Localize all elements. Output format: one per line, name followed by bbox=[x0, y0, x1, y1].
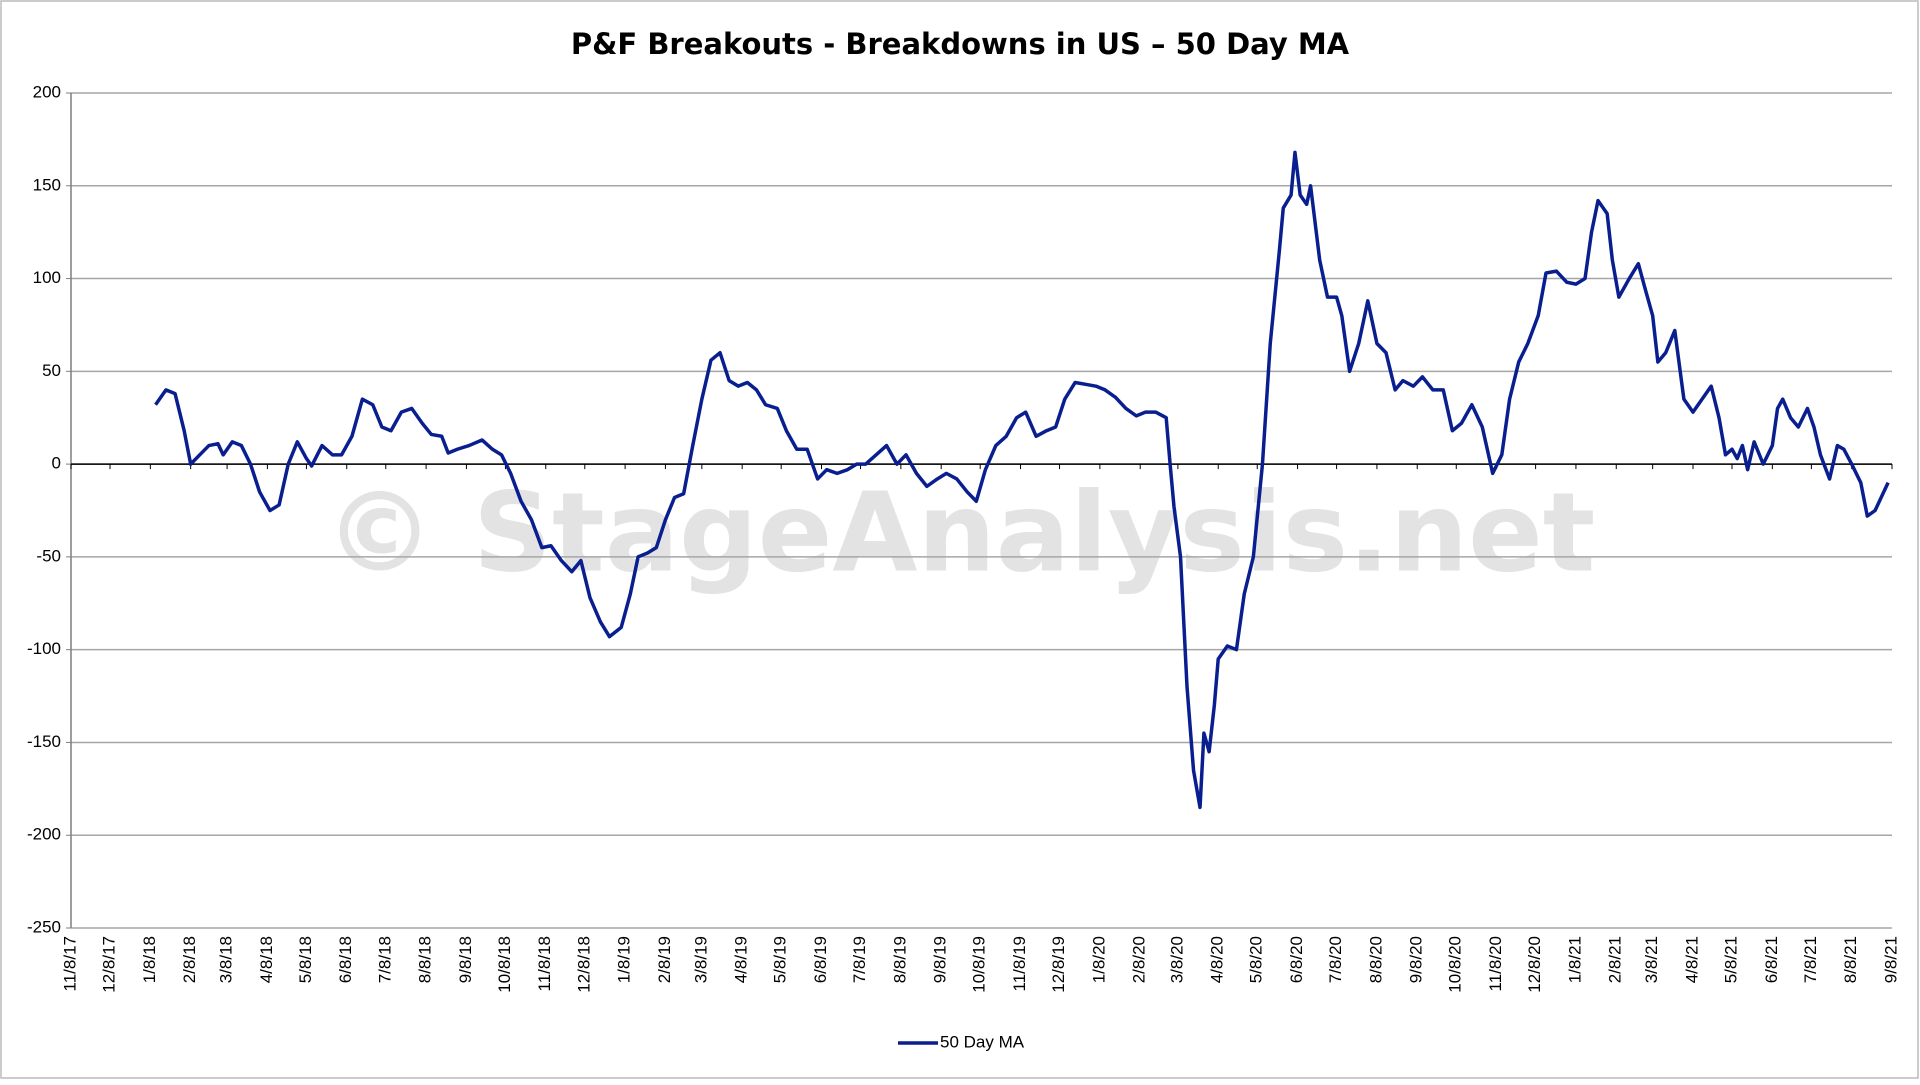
x-tick-label: 9/8/20 bbox=[1407, 936, 1426, 983]
x-tick-label: 7/8/18 bbox=[375, 936, 394, 983]
x-tick-label: 2/8/20 bbox=[1130, 936, 1149, 983]
x-tick-label: 8/8/21 bbox=[1841, 936, 1860, 983]
x-tick-label: 11/8/18 bbox=[535, 936, 554, 991]
x-tick-label: 5/8/21 bbox=[1721, 936, 1740, 983]
x-tick-label: 2/8/21 bbox=[1606, 936, 1625, 983]
x-tick-label: 9/8/18 bbox=[456, 936, 475, 983]
x-tick-label: 1/8/18 bbox=[140, 936, 159, 983]
x-tick-label: 11/8/20 bbox=[1486, 936, 1505, 991]
y-tick-label: 0 bbox=[52, 454, 61, 473]
x-tick-label: 5/8/19 bbox=[771, 936, 790, 983]
x-tick-label: 11/8/19 bbox=[1010, 936, 1029, 991]
x-tick-label: 8/8/19 bbox=[890, 936, 909, 983]
x-tick-label: 9/8/21 bbox=[1881, 936, 1900, 983]
x-tick-label: 5/8/20 bbox=[1247, 936, 1266, 983]
legend-label: 50 Day MA bbox=[940, 1032, 1025, 1051]
y-tick-label: 200 bbox=[33, 82, 61, 101]
chart-title: P&F Breakouts - Breakdowns in US – 50 Da… bbox=[571, 27, 1350, 61]
x-tick-label: 6/8/18 bbox=[336, 936, 355, 983]
x-tick-label: 6/8/21 bbox=[1762, 936, 1781, 983]
x-tick-label: 3/8/20 bbox=[1167, 936, 1186, 983]
x-tick-label: 4/8/19 bbox=[732, 936, 751, 983]
x-tick-label: 10/8/19 bbox=[970, 936, 989, 993]
x-tick-label: 7/8/20 bbox=[1326, 936, 1345, 983]
line-series bbox=[154, 150, 1890, 810]
y-tick-label: -150 bbox=[27, 732, 61, 751]
x-tick-label: 10/8/18 bbox=[495, 936, 514, 993]
x-tick-label: 3/8/18 bbox=[217, 936, 236, 983]
x-tick-label: 1/8/21 bbox=[1565, 936, 1584, 983]
y-tick-label: 100 bbox=[33, 268, 61, 287]
x-tick-label: 9/8/19 bbox=[931, 936, 950, 983]
y-tick-label: -250 bbox=[27, 917, 61, 936]
x-tick-label: 1/8/19 bbox=[615, 936, 634, 983]
x-tick-label: 6/8/20 bbox=[1287, 936, 1306, 983]
x-tick-label: 10/8/20 bbox=[1446, 936, 1465, 993]
x-tick-label: 11/8/17 bbox=[60, 936, 79, 991]
x-tick-label: 6/8/19 bbox=[811, 936, 830, 983]
x-tick-label: 2/8/18 bbox=[180, 936, 199, 983]
x-tick-label: 4/8/21 bbox=[1682, 936, 1701, 983]
x-tick-label: 7/8/21 bbox=[1801, 936, 1820, 983]
x-tick-label: 7/8/19 bbox=[850, 936, 869, 983]
x-tick-label: 8/8/20 bbox=[1366, 936, 1385, 983]
x-tick-label: 3/8/21 bbox=[1642, 936, 1661, 983]
y-tick-label: -100 bbox=[27, 639, 61, 658]
x-tick-label: 12/8/18 bbox=[574, 936, 593, 993]
x-tick-label: 8/8/18 bbox=[416, 936, 435, 983]
x-tick-label: 4/8/18 bbox=[257, 936, 276, 983]
y-tick-label: -50 bbox=[36, 546, 61, 565]
y-tick-label: -200 bbox=[27, 825, 61, 844]
x-tick-label: 12/8/19 bbox=[1049, 936, 1068, 993]
x-tick-label: 12/8/17 bbox=[100, 936, 119, 993]
x-tick-label: 12/8/20 bbox=[1525, 936, 1544, 993]
y-tick-label: 150 bbox=[33, 175, 61, 194]
x-tick-label: 4/8/20 bbox=[1208, 936, 1227, 983]
y-tick-label: 50 bbox=[42, 361, 61, 380]
x-tick-label: 2/8/19 bbox=[655, 936, 674, 983]
x-tick-label: 5/8/18 bbox=[296, 936, 315, 983]
x-tick-label: 1/8/20 bbox=[1089, 936, 1108, 983]
x-tick-label: 3/8/19 bbox=[691, 936, 710, 983]
